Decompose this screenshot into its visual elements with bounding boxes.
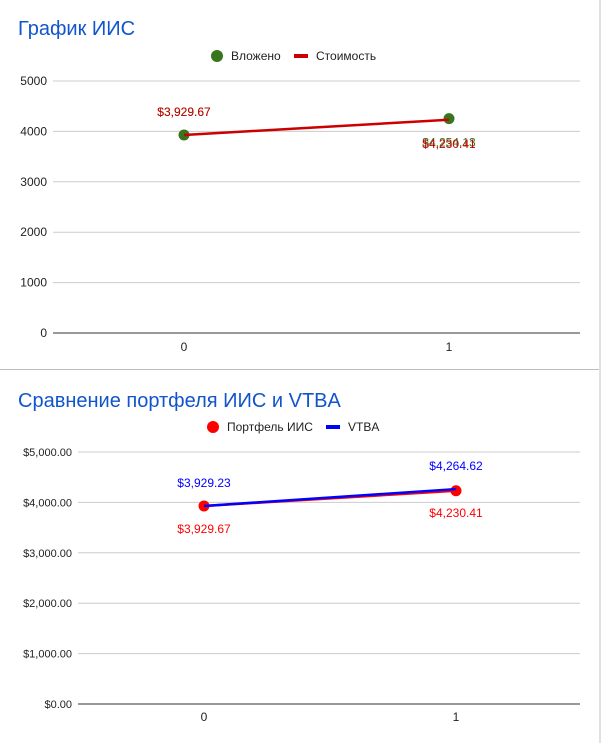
data-label: $4,230.41 [429,506,483,520]
data-label: $4,230.41 [422,137,476,151]
series-point [450,485,462,497]
y-tick-label: $5,000.00 [23,447,72,459]
chart-iis[interactable]: График ИИС Вложено Стоимость 0 1000 2000 3000 4… [0,0,599,368]
frame-edge [599,0,601,743]
legend-label: Портфель ИИС [227,420,313,434]
data-label: $3,929.67 [157,105,211,119]
data-label: $3,929.67 [177,522,231,536]
legend-marker-circle [211,50,223,62]
series-line [183,118,450,137]
x-tick-label: 1 [446,340,453,354]
data-label: $4,264.62 [429,459,483,473]
chart-divider [0,369,601,370]
y-tick-label: $4,000.00 [23,497,72,509]
legend-marker-circle [207,421,219,433]
y-tick-label: $0.00 [44,699,72,711]
data-label: $3,929.23 [177,476,231,490]
data-label: $3,929.67 [157,105,211,119]
x-tick-label: 0 [201,710,208,724]
y-tick-label: 2000 [20,225,47,239]
y-tick-label: 5000 [20,74,47,88]
chart-iis-vs-vtba[interactable]: Сравнение портфеля ИИС и VTBA Портфель ИИ… [0,371,599,743]
y-tick-label: 1000 [20,276,47,290]
y-tick-label: 4000 [20,124,47,138]
y-tick-label: $3,000.00 [23,548,72,560]
legend-marker-line [326,425,340,429]
y-tick-label: 0 [40,326,47,340]
chart-title: Сравнение портфеля ИИС и VTBA [18,390,342,412]
y-tick-label: $2,000.00 [23,598,72,610]
chart-title: График ИИС [18,18,135,40]
series-point [443,113,455,125]
series-line [203,487,457,508]
legend-label: VTBA [348,420,379,434]
y-tick-label: $1,000.00 [23,649,72,661]
data-label: $4,254.13 [422,136,476,150]
x-tick-label: 0 [181,340,188,354]
x-tick-label: 1 [453,710,460,724]
y-tick-label: 3000 [20,175,47,189]
legend-marker-line [294,54,308,58]
legend-label: Стоимость [316,49,376,63]
legend-label: Вложено [231,49,281,63]
